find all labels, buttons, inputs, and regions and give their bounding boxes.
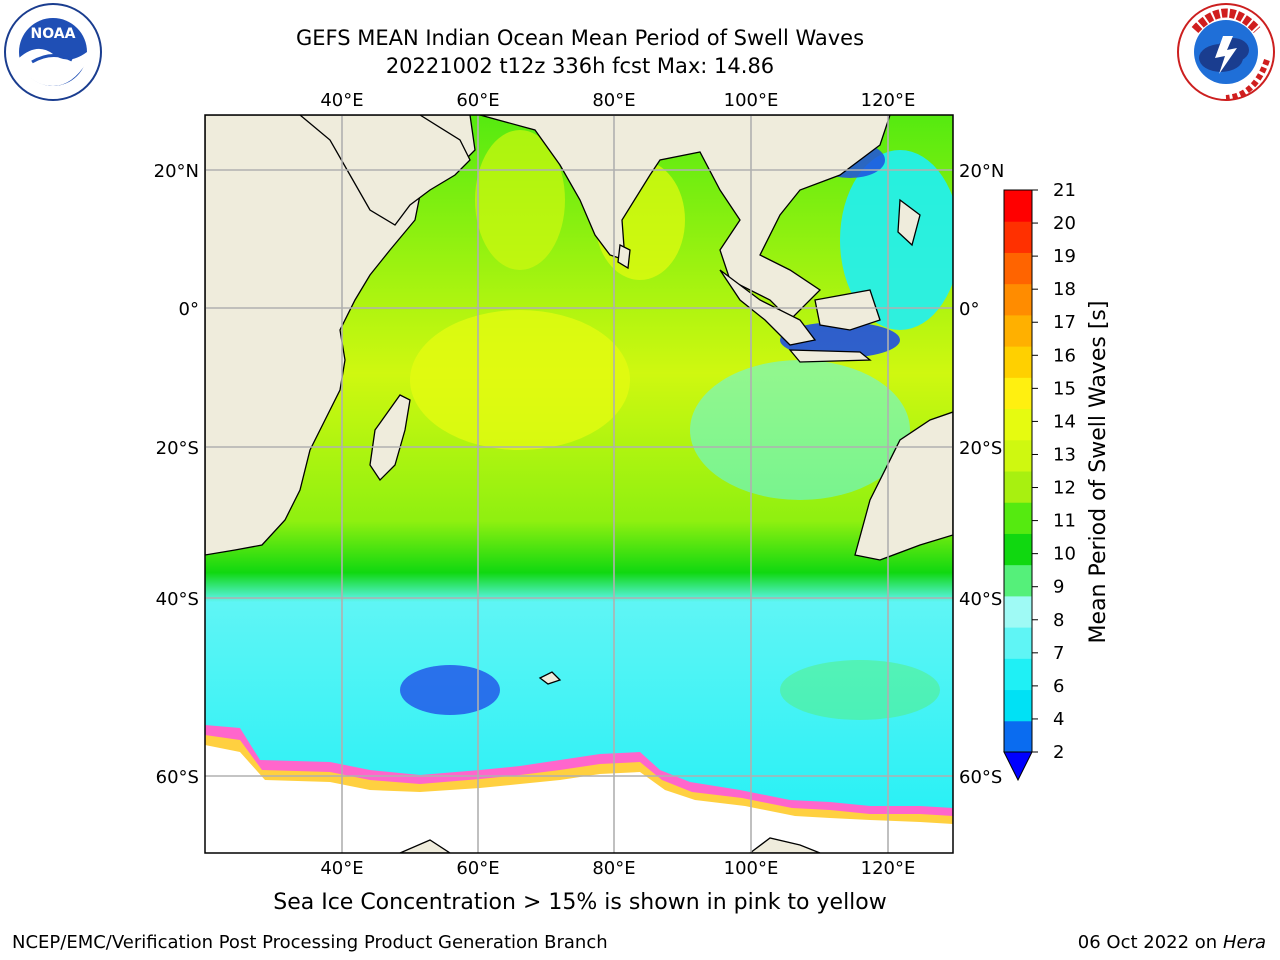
host-name: Hera (1222, 932, 1266, 953)
map-title: GEFS MEAN Indian Ocean Mean Period of Sw… (295, 26, 865, 50)
colorbar-tick-label: 16 (1053, 345, 1076, 366)
lon-label: 40°E (320, 90, 363, 111)
lat-label: 20°N (154, 161, 199, 182)
swell-max-zone (410, 310, 630, 450)
nws-logo (1177, 3, 1275, 101)
lon-label: 100°E (724, 858, 779, 879)
colorbar-label: Mean Period of Swell Waves [s] (1086, 301, 1111, 644)
lon-label: 120°E (861, 858, 916, 879)
east-indian-swell (690, 360, 910, 500)
colorbar-segment (1004, 658, 1032, 691)
lat-labels-right: 20°N 0° 20°S 40°S 60°S (959, 161, 1004, 788)
colorbar-frame (1003, 189, 1033, 753)
lon-labels-bottom: 40°E 60°E 80°E 100°E 120°E (320, 858, 915, 879)
colorbar-segment (1004, 439, 1032, 472)
colorbar-segment (1004, 190, 1032, 222)
colorbar-tick-label: 19 (1053, 246, 1076, 267)
colorbar-segment (1004, 689, 1032, 722)
java-sea (780, 322, 900, 358)
colorbar: 2 4 6 7 8 9 10 11 12 13 14 15 16 17 18 19 20 21 (1003, 180, 1076, 782)
colorbar-segment (1004, 564, 1032, 597)
lon-label: 80°E (592, 90, 635, 111)
lon-labels-top: 40°E 60°E 80°E 100°E 120°E (320, 90, 915, 111)
lon-label: 120°E (861, 90, 916, 111)
land-masses (205, 115, 953, 853)
antarctica-island (399, 839, 452, 853)
colorbar-segment (1004, 283, 1032, 316)
colorbar-segment (1004, 595, 1032, 628)
colorbar-segment (1004, 627, 1032, 659)
colorbar-tick-label: 21 (1053, 180, 1076, 201)
arabian-sea-swell (475, 130, 565, 270)
colorbar-segment (1004, 408, 1032, 441)
colorbar-tick-label: 20 (1053, 213, 1076, 234)
south-china-sea (840, 150, 953, 330)
colorbar-tick-label: 10 (1053, 544, 1076, 565)
map-frame (204, 114, 954, 854)
map-subtitle: 20221002 t12z 336h fcst Max: 14.86 (385, 54, 775, 78)
lat-label: 0° (959, 299, 979, 320)
lat-label: 20°N (959, 161, 1004, 182)
colorbar-segment (1004, 314, 1032, 347)
borneo (814, 289, 881, 331)
asia-land (479, 115, 891, 321)
noaa-logo: NOAA (4, 3, 102, 101)
lat-label: 60°S (156, 767, 199, 788)
colorbar-tick-label: 18 (1053, 279, 1076, 300)
colorbar-segment (1004, 252, 1032, 285)
colorbar-tick-label: 11 (1053, 511, 1076, 532)
sri-lanka (617, 244, 631, 270)
antarctic-ice (205, 745, 953, 853)
colorbar-segment (1004, 720, 1032, 753)
colorbar-tick-label: 8 (1053, 610, 1064, 631)
colorbar-tick-label: 7 (1053, 643, 1064, 664)
colorbar-segment (1004, 533, 1032, 566)
lat-label: 0° (179, 299, 199, 320)
lon-label: 60°E (456, 858, 499, 879)
colorbar-tick-label: 13 (1053, 444, 1076, 465)
graticule (205, 115, 953, 853)
noaa-badge-text: NOAA (31, 26, 76, 42)
colorbar-tick-label: 6 (1053, 676, 1064, 697)
lat-label: 20°S (959, 438, 1002, 459)
date-stamp: 06 Oct 2022 on Hera (1078, 932, 1266, 953)
colorbar-tick-label: 17 (1053, 312, 1076, 333)
credit-text: NCEP/EMC/Verification Post Processing Pr… (12, 932, 608, 953)
colorbar-tick-label: 4 (1053, 709, 1064, 730)
sea-ice-note: Sea Ice Concentration > 15% is shown in … (273, 890, 887, 915)
philippines (897, 198, 921, 247)
colorbar-tick-label: 14 (1053, 411, 1076, 432)
southern-swell-patch (780, 660, 940, 720)
colorbar-segment (1004, 502, 1032, 534)
colorbar-tick-label: 15 (1053, 378, 1076, 399)
lat-labels-left: 20°N 0° 20°S 40°S 60°S (154, 161, 199, 788)
kerguelen (538, 671, 562, 685)
colorbar-segment (1004, 377, 1032, 410)
low-period-zone (400, 665, 500, 715)
colorbar-segment (1004, 346, 1032, 378)
australia-land (854, 411, 953, 561)
colorbar-segment (1004, 471, 1032, 503)
lon-label: 80°E (592, 858, 635, 879)
lon-label: 60°E (456, 90, 499, 111)
lat-label: 40°S (156, 589, 199, 610)
lat-label: 40°S (959, 589, 1002, 610)
colorbar-tick-label: 2 (1053, 742, 1064, 763)
lat-label: 60°S (959, 767, 1002, 788)
lat-label: 20°S (156, 438, 199, 459)
colorbar-tick-label: 9 (1053, 577, 1064, 598)
colorbar-segment (1004, 221, 1032, 253)
date-text: 06 Oct 2022 on (1077, 932, 1218, 953)
colorbar-tick-label: 12 (1053, 478, 1076, 499)
lon-label: 100°E (724, 90, 779, 111)
colorbar-extend-arrow (1003, 751, 1033, 782)
antarctica-coast (748, 837, 821, 853)
map-plot-area (205, 115, 953, 853)
java (788, 349, 872, 363)
lon-label: 40°E (320, 858, 363, 879)
